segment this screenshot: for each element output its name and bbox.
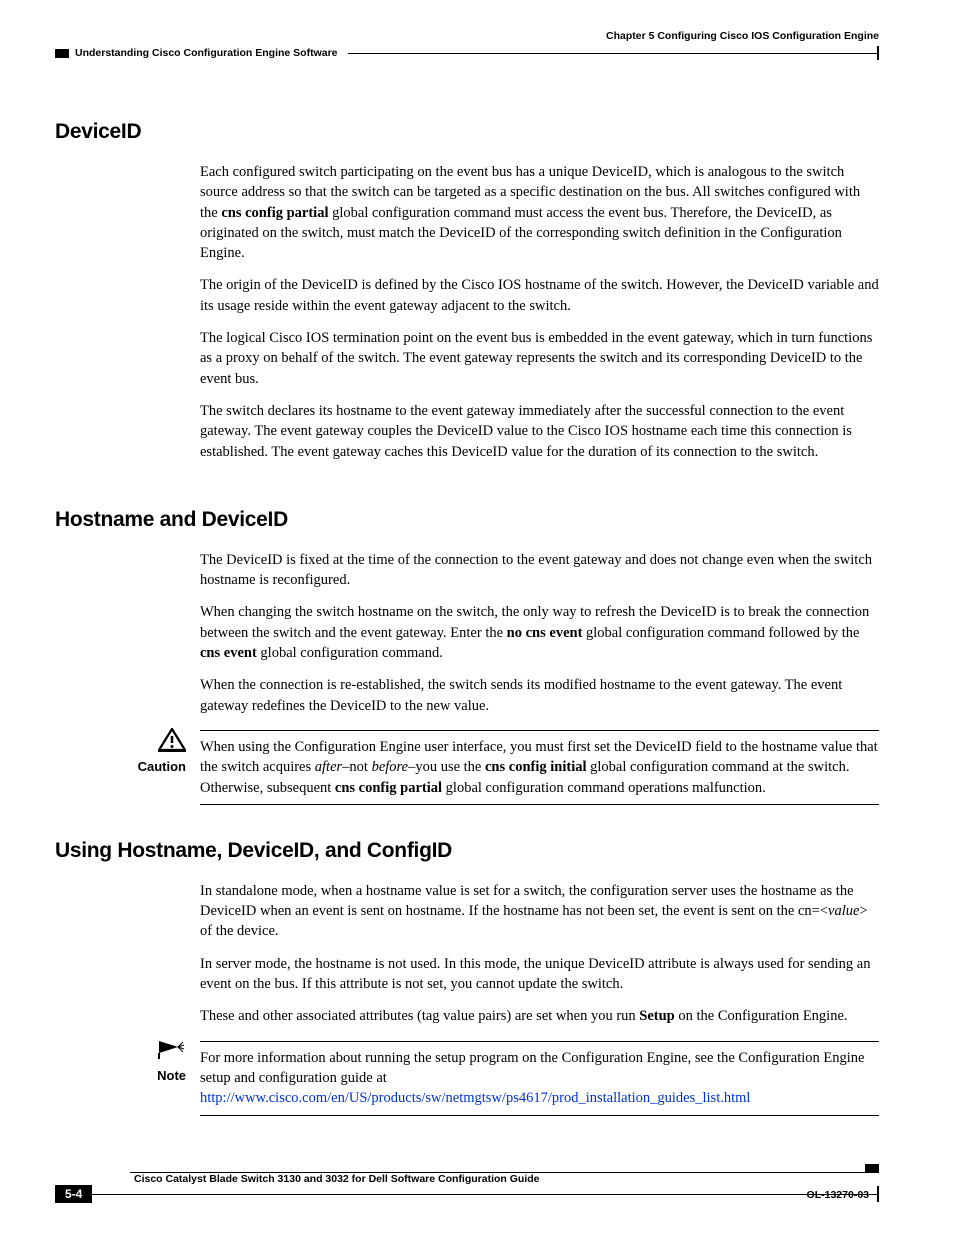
note-icon (156, 1039, 186, 1066)
heading-using-hostname: Using Hostname, DeviceID, and ConfigID (55, 839, 879, 863)
body-using-hostname: In standalone mode, when a hostname valu… (200, 881, 879, 1027)
paragraph: These and other associated attributes (t… (200, 1006, 879, 1026)
footer-rule-end (877, 1186, 879, 1202)
paragraph: For more information about running the s… (200, 1048, 879, 1109)
footer-doc-id: OL-13270-03 (807, 1189, 869, 1201)
page-number: 5-4 (55, 1185, 92, 1203)
note-label-column: Note (55, 1039, 200, 1116)
caution-icon (158, 728, 186, 757)
running-header-section: Understanding Cisco Configuration Engine… (75, 47, 348, 59)
caution-label-column: Caution (55, 728, 200, 805)
header-rule-end (877, 46, 879, 60)
page-footer: Cisco Catalyst Blade Switch 3130 and 303… (55, 1164, 879, 1203)
inline-bold: cns config initial (485, 759, 587, 775)
paragraph: In server mode, the hostname is not used… (200, 954, 879, 995)
header-rule (348, 53, 877, 54)
body-hostname-deviceid: The DeviceID is fixed at the time of the… (200, 550, 879, 716)
paragraph: When changing the switch hostname on the… (200, 602, 879, 663)
paragraph: The switch declares its hostname to the … (200, 401, 879, 462)
inline-bold: cns config partial (335, 780, 442, 796)
caution-rule-top (200, 730, 879, 731)
paragraph: When the connection is re-established, t… (200, 675, 879, 716)
inline-bold: cns event (200, 645, 257, 661)
note-link[interactable]: http://www.cisco.com/en/US/products/sw/n… (200, 1090, 750, 1106)
caution-label: Caution (55, 759, 186, 774)
body-deviceid: Each configured switch participating on … (200, 162, 879, 462)
paragraph: When using the Configuration Engine user… (200, 737, 879, 798)
note-body: For more information about running the s… (200, 1039, 879, 1116)
caution-callout: Caution When using the Configuration Eng… (55, 728, 879, 805)
inline-bold: cns config partial (221, 205, 328, 221)
heading-hostname-deviceid: Hostname and DeviceID (55, 508, 879, 532)
inline-italic: after (315, 759, 342, 775)
page: Chapter 5 Configuring Cisco IOS Configur… (0, 0, 954, 1235)
paragraph: The logical Cisco IOS termination point … (200, 328, 879, 389)
paragraph: The origin of the DeviceID is defined by… (200, 275, 879, 316)
inline-italic: before (372, 759, 409, 775)
footer-book-title: Cisco Catalyst Blade Switch 3130 and 303… (130, 1173, 879, 1185)
note-rule-top (200, 1041, 879, 1042)
note-label: Note (55, 1068, 186, 1083)
paragraph: The DeviceID is fixed at the time of the… (200, 550, 879, 591)
caution-body: When using the Configuration Engine user… (200, 728, 879, 805)
note-rule-bottom (200, 1115, 879, 1116)
paragraph: Each configured switch participating on … (200, 162, 879, 263)
note-callout: Note For more information about running … (55, 1039, 879, 1116)
running-header-row: Understanding Cisco Configuration Engine… (55, 46, 879, 60)
inline-italic: value (828, 903, 859, 919)
header-ornament-left (55, 49, 69, 58)
inline-bold: no cns event (507, 625, 583, 641)
inline-bold: Setup (639, 1008, 674, 1024)
footer-ornament-right (865, 1164, 879, 1173)
heading-deviceid: DeviceID (55, 120, 879, 144)
paragraph: In standalone mode, when a hostname valu… (200, 881, 879, 942)
running-header-chapter: Chapter 5 Configuring Cisco IOS Configur… (55, 30, 879, 42)
caution-rule-bottom (200, 804, 879, 805)
